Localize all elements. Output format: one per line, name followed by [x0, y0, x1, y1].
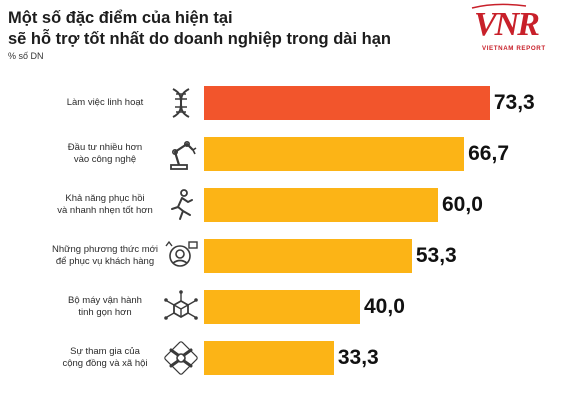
- category-label: Khả năng phục hồi và nhanh nhẹn tốt hơn: [57, 193, 153, 216]
- chart-title: Một số đặc điểm của hiện tại sẽ hỗ trợ t…: [8, 8, 448, 50]
- bar: [204, 290, 360, 324]
- bar-row: Làm việc linh hoạt 73,3: [0, 81, 580, 125]
- category-label: Đầu tư nhiều hơn vào công nghệ: [67, 142, 143, 165]
- chart-title-line-2: sẽ hỗ trợ tốt nhất do doanh nghiệp trong…: [8, 30, 391, 48]
- bar-row: Bộ máy vận hành tinh gọn hơn 40,0: [0, 285, 580, 329]
- bar: [204, 341, 334, 375]
- bar-row: Sự tham gia của cộng đồng và xã hội 33,3: [0, 336, 580, 380]
- data-label: 60,0: [442, 193, 483, 216]
- bar: [204, 86, 490, 120]
- logo-caption: VIETNAM REPORT: [482, 45, 546, 52]
- data-label: 66,7: [468, 142, 509, 165]
- vietnam-report-logo: VNR VIETNAM REPORT: [466, 2, 576, 62]
- svg-text:VNR: VNR: [474, 6, 539, 42]
- unit-label: % số DN: [8, 51, 44, 61]
- category-label: Sự tham gia của cộng đồng và xã hội: [62, 346, 148, 369]
- bar-row: Khả năng phục hồi và nhanh nhẹn tốt hơn …: [0, 183, 580, 227]
- robot-arm-icon: [170, 141, 197, 170]
- bar-row: Đầu tư nhiều hơn vào công nghệ 66,7: [0, 132, 580, 176]
- bar-row: Những phương thức mới để phục vụ khách h…: [0, 234, 580, 278]
- network-cube-icon: [164, 290, 198, 320]
- bar: [204, 239, 412, 273]
- chart-title-line-1: Một số đặc điểm của hiện tại: [8, 9, 233, 27]
- vnr-logo-mark-icon: VNR: [471, 3, 541, 42]
- customer-service-icon: [165, 240, 198, 267]
- bar: [204, 188, 438, 222]
- data-label: 53,3: [415, 244, 457, 267]
- category-label: Bộ máy vận hành tinh gọn hơn: [68, 295, 142, 318]
- data-label: 73,3: [493, 91, 535, 114]
- category-label: Những phương thức mới để phục vụ khách h…: [52, 244, 158, 267]
- data-label: 33,3: [337, 346, 379, 369]
- data-label: 40,0: [364, 295, 405, 318]
- handshake-icon: [164, 341, 198, 375]
- category-label: Làm việc linh hoạt: [66, 97, 144, 108]
- dna-icon: [172, 88, 190, 118]
- bar: [204, 137, 465, 171]
- running-person-icon: [171, 189, 193, 220]
